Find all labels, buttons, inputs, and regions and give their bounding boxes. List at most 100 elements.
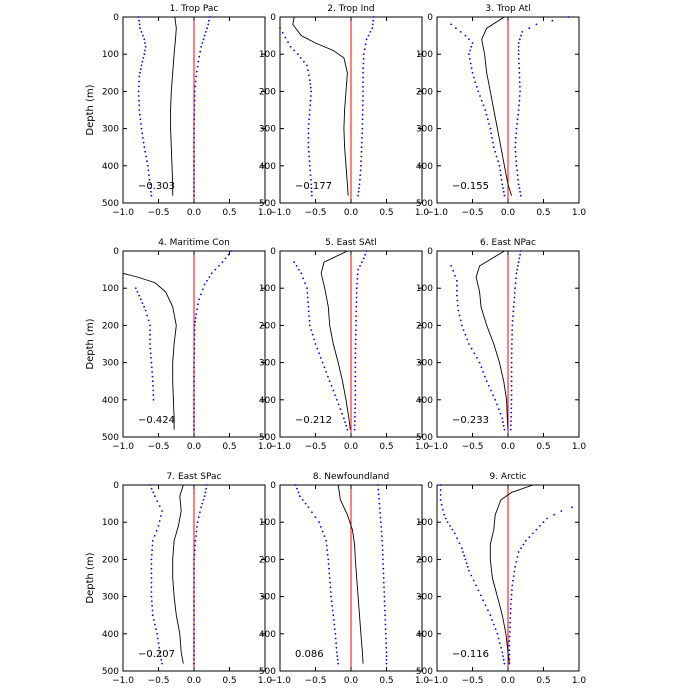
series-point	[335, 398, 338, 401]
series-point	[310, 187, 313, 190]
series-point	[490, 389, 492, 392]
series-point	[149, 352, 152, 355]
series-point	[197, 516, 200, 519]
series-point	[509, 428, 512, 431]
y-tick-label: 200	[102, 321, 119, 331]
series-point	[318, 521, 320, 524]
series-point	[144, 45, 147, 48]
series-point	[193, 632, 195, 635]
series-point	[336, 655, 339, 657]
series-point	[509, 617, 512, 619]
series-point	[149, 343, 151, 345]
series-point	[519, 250, 522, 252]
series-point	[479, 95, 481, 97]
series-point	[154, 495, 156, 498]
series-point	[325, 544, 328, 547]
series-point	[193, 645, 195, 648]
series-point	[512, 579, 514, 582]
series-point	[452, 269, 454, 272]
y-tick-label: 300	[102, 359, 119, 369]
chart-panel-7: −1.0 −0.5 0.0 0.5 1.0 0 100 200 300 400 500 7. East…	[102, 472, 273, 686]
series-point	[499, 412, 502, 415]
series-point	[139, 71, 141, 74]
series-mean-line	[337, 484, 364, 664]
series-point	[193, 155, 195, 158]
series-point	[193, 361, 195, 364]
series-point	[314, 516, 317, 519]
series-point	[150, 190, 152, 193]
series-point	[307, 506, 310, 509]
series-point	[480, 99, 483, 102]
series-point	[313, 338, 315, 341]
x-tick-label: −0.5	[462, 676, 484, 686]
series-point	[360, 150, 363, 153]
y-tick-label: 500	[416, 199, 433, 209]
series-point	[384, 628, 387, 630]
series-point	[143, 53, 146, 56]
y-tick-label: 100	[416, 518, 433, 528]
series-point	[330, 595, 332, 598]
series-point	[147, 319, 150, 322]
series-point	[354, 371, 357, 373]
series-point	[511, 319, 514, 322]
series-point	[385, 642, 387, 644]
series-point	[513, 301, 515, 303]
series-point	[308, 74, 310, 77]
series-point	[158, 505, 161, 507]
series-point	[199, 50, 202, 53]
series-point	[510, 347, 513, 350]
series-point	[310, 190, 313, 193]
chart-panel-3: −1.0 −0.5 0.0 0.5 1.0 0 100 200 300 400 500 3. Trop…	[416, 4, 587, 218]
series-point	[385, 651, 388, 654]
series-point	[502, 187, 504, 190]
series-point	[383, 595, 386, 598]
series-point	[307, 301, 309, 303]
x-tick-label: 0.5	[379, 442, 393, 452]
series-point	[510, 375, 513, 378]
series-point	[140, 123, 142, 125]
chart-panel-5: −1.0 −0.5 0.0 0.5 1.0 0 100 200 300 400 500 5. East…	[259, 238, 430, 452]
series-point	[520, 547, 522, 550]
series-point	[511, 324, 514, 327]
series-point	[193, 549, 196, 551]
series-point	[328, 567, 330, 570]
series-point	[482, 104, 485, 107]
series-point	[518, 38, 521, 41]
series-point	[194, 317, 197, 319]
series-mean-line	[489, 484, 534, 664]
series-point	[193, 90, 196, 93]
series-point	[492, 623, 495, 626]
series-point	[142, 57, 145, 59]
series-point	[143, 305, 146, 308]
series-point	[335, 646, 338, 649]
series-point	[307, 141, 310, 144]
x-tick-label: 1.0	[572, 676, 587, 686]
series-point	[214, 268, 217, 271]
y-tick-label: 400	[259, 396, 276, 406]
series-point	[519, 85, 521, 88]
correlation-annotation: −0.212	[295, 415, 332, 426]
series-point	[517, 265, 519, 267]
series-point	[310, 329, 313, 331]
series-point	[206, 279, 208, 282]
series-lower-dots	[279, 27, 313, 197]
series-point	[310, 183, 313, 186]
x-tick-label: 0.5	[222, 676, 236, 686]
series-point	[158, 520, 161, 522]
series-point	[380, 530, 383, 533]
series-point	[517, 53, 520, 56]
series-point	[354, 366, 357, 369]
series-point	[469, 49, 471, 52]
series-point	[381, 549, 384, 551]
y-tick-label: 100	[102, 518, 119, 528]
series-point	[193, 324, 196, 327]
x-tick-label: 1.0	[572, 208, 587, 218]
series-point	[379, 521, 382, 524]
series-point	[193, 352, 196, 355]
series-point	[329, 586, 332, 589]
y-axis-label: Depth (m)	[85, 318, 96, 369]
series-point	[193, 577, 195, 579]
series-point	[355, 315, 357, 317]
series-point	[150, 586, 153, 589]
series-point	[151, 375, 154, 378]
